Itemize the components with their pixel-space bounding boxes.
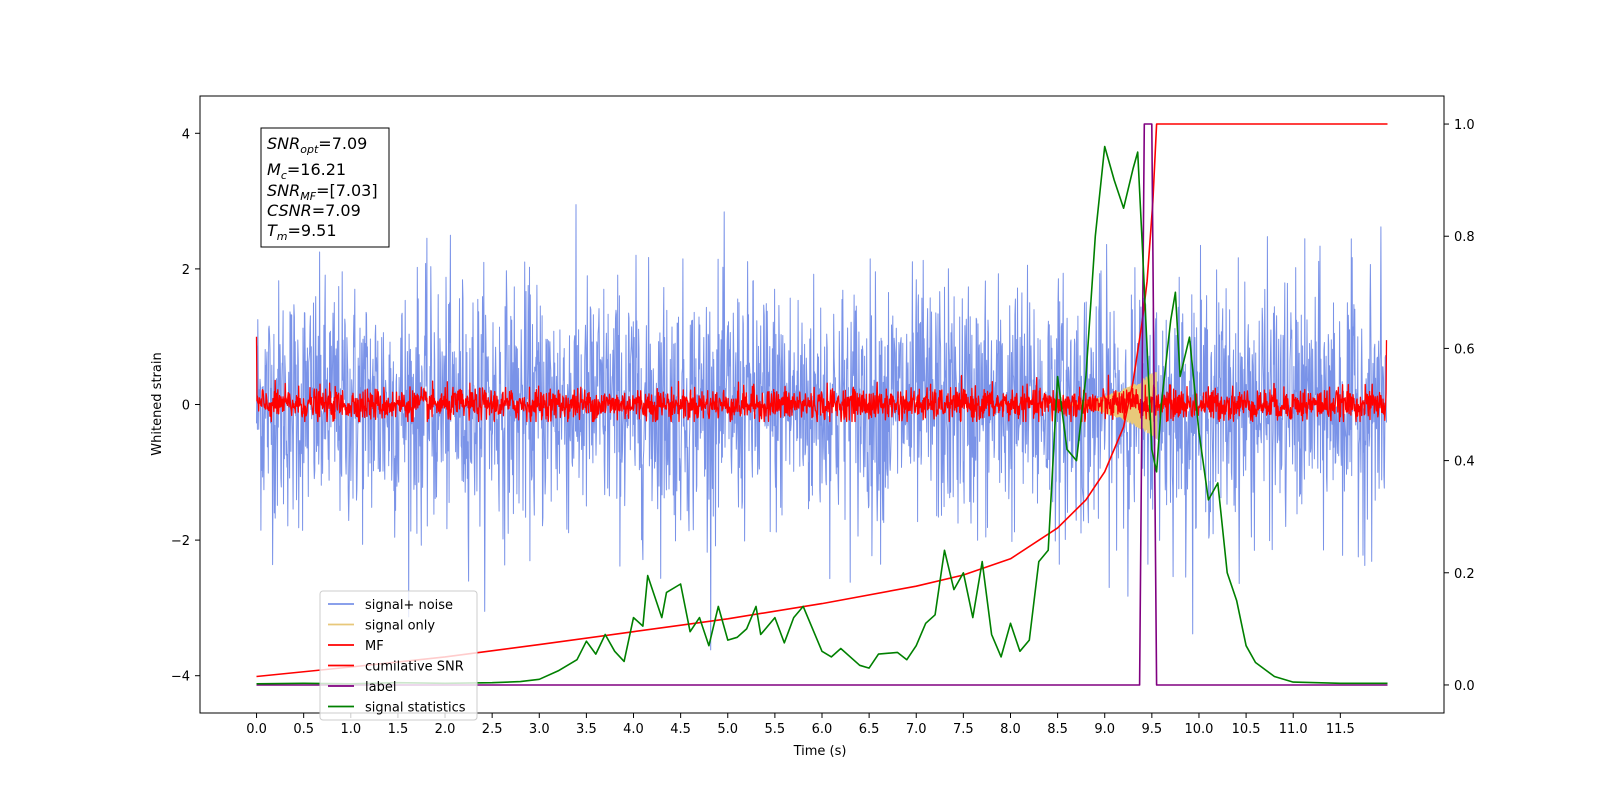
x-tick-label: 0.0 [246, 722, 267, 737]
legend-label: signal statistics [365, 701, 466, 716]
y2-tick-label: 0.6 [1454, 342, 1475, 357]
x-axis-label: Time (s) [793, 744, 847, 759]
legend-frame [319, 590, 478, 721]
y2-tick-label: 0.4 [1454, 455, 1475, 470]
x-tick-label: 6.5 [859, 722, 880, 737]
x-tick-label: 10.0 [1184, 722, 1213, 737]
y-tick-label: −4 [171, 670, 190, 685]
legend-label: signal only [365, 619, 435, 634]
x-tick-label: 0.5 [293, 722, 314, 737]
x-tick-label: 4.5 [670, 722, 691, 737]
y-axis-label: Whitened strain [150, 352, 165, 455]
x-tick-label: 10.5 [1232, 722, 1261, 737]
x-tick-label: 1.0 [340, 722, 361, 737]
y-tick-label: −2 [171, 534, 190, 549]
series-layer [255, 123, 1388, 686]
legend: signal+ noise signal only MF cumilative SNR… [319, 590, 478, 721]
x-tick-label: 3.5 [576, 722, 597, 737]
x-tick-label: 4.0 [623, 722, 644, 737]
x-tick-label: 6.0 [812, 722, 833, 737]
annotation-snr-mf: SNRMF=[7.03] [267, 181, 378, 203]
legend-label: cumilative SNR [365, 660, 464, 675]
y-tick-label: 4 [182, 127, 190, 142]
x-tick-label: 7.0 [906, 722, 927, 737]
x-tick-label: 3.0 [529, 722, 550, 737]
series-line-cumilative-snr [256, 123, 1388, 678]
x-tick-label: 5.5 [765, 722, 786, 737]
x-tick-label: 8.5 [1047, 722, 1068, 737]
y-tick-label: 2 [182, 263, 190, 278]
y-axis-left: 4 2 0 −2 −4 [171, 127, 200, 685]
x-tick-label: 8.0 [1000, 722, 1021, 737]
x-tick-label: 7.5 [953, 722, 974, 737]
x-tick-label: 9.5 [1142, 722, 1163, 737]
y-tick-label: 0 [182, 399, 190, 414]
x-tick-label: 2.0 [435, 722, 456, 737]
annotation-mc: Mc=16.21 [267, 160, 346, 182]
legend-label: label [365, 680, 396, 695]
series-line-signal-statistics [256, 145, 1388, 685]
legend-label: MF [365, 639, 384, 654]
y2-tick-label: 0.8 [1454, 230, 1475, 245]
x-tick-label: 1.5 [388, 722, 409, 737]
y2-tick-label: 1.0 [1454, 118, 1475, 133]
x-tick-label: 9.0 [1094, 722, 1115, 737]
y2-tick-label: 0.0 [1454, 679, 1475, 694]
annotation-csnr: CSNR=7.09 [267, 201, 361, 220]
y2-tick-label: 0.2 [1454, 567, 1475, 582]
x-tick-label: 11.5 [1326, 722, 1355, 737]
series-line-label [256, 123, 1388, 686]
y-axis-right: 1.0 0.8 0.6 0.4 0.2 0.0 [1444, 118, 1475, 694]
x-tick-label: 2.5 [482, 722, 503, 737]
annotation-snr-opt: SNRopt=7.09 [267, 134, 367, 156]
annotation-box: SNRopt=7.09 Mc=16.21 SNRMF=[7.03] CSNR=7… [260, 127, 390, 248]
x-tick-label: 5.0 [717, 722, 738, 737]
annotation-tm: Tm=9.51 [267, 221, 337, 243]
x-tick-label: 11.0 [1279, 722, 1308, 737]
series-line-mf [255, 336, 1388, 423]
x-axis: 0.0 0.5 1.0 1.5 2.0 2.5 3.0 3.5 4.0 4.5 5.0 5.5 6.0 6… [246, 713, 1355, 737]
legend-label: signal+ noise [365, 598, 453, 613]
